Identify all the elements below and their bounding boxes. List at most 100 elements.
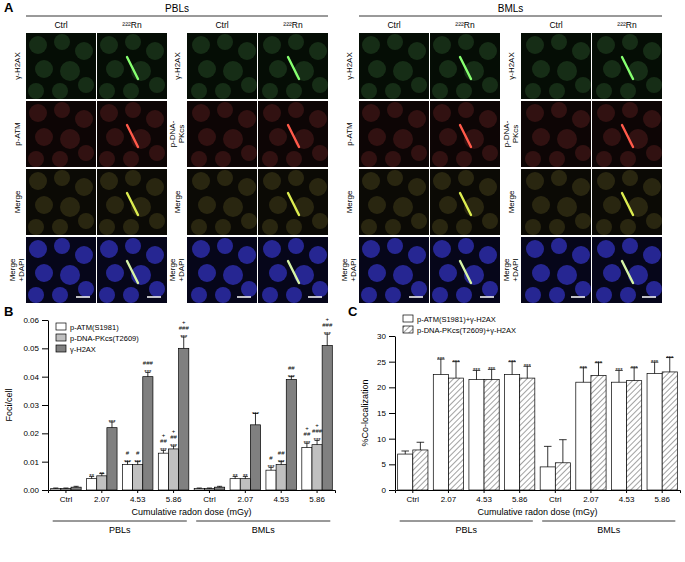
y-tick-mark [42,490,48,491]
micrograph-background [26,101,96,167]
cell [551,102,567,118]
bar [158,453,168,490]
cell [312,281,328,297]
cell [52,151,68,167]
cell [223,61,243,81]
cell [456,287,472,303]
cell [294,197,314,217]
cell [263,36,281,54]
row-label: γ-H2AX [507,52,516,80]
row-label-line: +DAPI [511,258,520,281]
cell [123,151,139,167]
cell [433,104,451,122]
cell [75,42,93,60]
cell [620,287,636,303]
cell [217,238,233,254]
y-tick: 0.06 [23,316,48,325]
micrograph [359,33,429,99]
y-tick-label: 5 [382,460,387,469]
bar [71,487,81,490]
header-rule [359,16,662,17]
x-tick-mark [448,490,449,493]
cell [215,287,231,303]
x-tick-mark [555,490,556,493]
cell [269,264,287,282]
panel-label: A [4,0,14,15]
cell [262,83,278,99]
y-tick-label: 0.06 [23,316,39,325]
header-rule [26,16,328,17]
y-axis: 051015202530 [377,332,395,495]
significance-mark: # [136,450,140,456]
cell [309,42,327,60]
micrograph-background [592,169,662,235]
y-tick-mark [42,320,48,321]
x-tick-mark [662,490,663,493]
bar [520,378,535,490]
significance-mark: *** [437,356,445,362]
x-tick-label: 2.07 [441,495,457,504]
x-tick: 4.53 [619,490,635,504]
cell [149,281,165,297]
cell [106,196,124,214]
bar [505,375,520,491]
micrograph-background [26,33,96,99]
cell [223,265,243,285]
scale-bar [147,296,161,298]
cell [572,110,590,128]
x-tick-mark [281,490,282,493]
cell [482,77,498,93]
foci-track [460,57,471,79]
cell [628,129,648,149]
micrograph-background [359,33,429,99]
legend-label: γ-H2AX [70,345,96,354]
row-label-line: +DAPI [17,258,26,281]
x-tick-mark [519,490,520,493]
y-tick-label: 0.03 [23,401,39,410]
scale-bar [642,296,656,298]
cell [646,145,662,161]
cell [643,42,661,60]
significance-mark: *** [314,437,322,443]
bar [97,476,107,490]
cell [479,42,497,60]
cell [238,42,256,60]
cell [597,172,615,190]
significance-mark: ### [312,428,323,434]
micrograph-background [258,33,328,99]
cell [217,102,233,118]
cell [646,213,662,229]
cell [60,61,80,81]
group-rule [196,521,330,522]
micrograph-background [430,237,500,303]
foci-track [460,261,471,283]
cell [557,61,577,81]
row-label: γ-H2AX [345,52,354,80]
bar [398,454,413,490]
foci-track [460,125,471,147]
cell [198,264,216,282]
cell [288,102,304,118]
x-tick-label: 5.86 [309,495,325,504]
cell [263,240,281,258]
cell [125,170,141,186]
cell [526,104,544,122]
significance-mark: *** [124,459,132,465]
bar [133,465,143,491]
significance-mark: *** [160,447,168,453]
x-tick-mark [484,490,485,493]
bar [469,380,484,490]
cell [28,83,44,99]
x-tick: 5.86 [309,490,325,504]
cell [99,83,115,99]
x-tick: Ctrl [203,490,216,504]
y-tick-mark [389,362,395,363]
micrograph [26,169,96,235]
bar [322,346,332,491]
x-tick: 2.07 [441,490,457,504]
bar [647,373,662,490]
scale-bar [409,296,423,298]
cell [557,129,577,149]
micrograph [26,33,96,99]
cell [35,196,53,214]
